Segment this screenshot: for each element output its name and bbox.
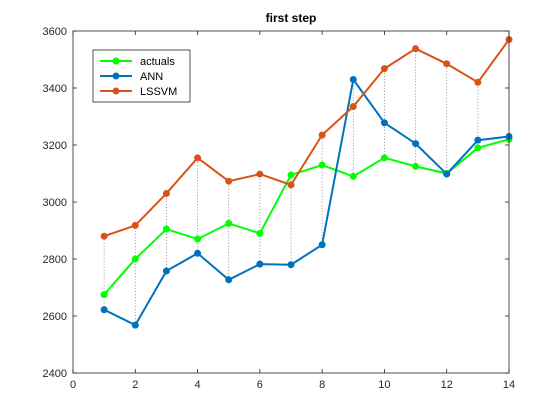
data-point (131, 221, 139, 229)
legend-swatch-marker (112, 57, 120, 65)
data-point (380, 65, 388, 73)
y-tick-label: 3600 (43, 26, 67, 38)
data-point (256, 170, 264, 178)
data-point (380, 119, 388, 127)
data-point (412, 45, 420, 53)
series-layer (100, 36, 513, 329)
legend-label: ANN (140, 71, 163, 83)
x-tick-label: 4 (195, 379, 201, 391)
x-tick-label: 2 (132, 379, 138, 391)
data-point (349, 172, 357, 180)
legend-swatch-marker (112, 72, 120, 80)
data-point (474, 136, 482, 144)
y-tick-label: 2800 (43, 254, 67, 266)
data-point (162, 225, 170, 233)
series-lssvm (100, 36, 513, 240)
data-point (225, 276, 233, 284)
series-ann (100, 75, 513, 329)
x-tick-label: 0 (70, 379, 76, 391)
data-point (100, 306, 108, 314)
data-point (443, 170, 451, 178)
x-tick-label: 10 (378, 379, 390, 391)
series-actuals (100, 135, 513, 299)
legend-item-actuals: actuals (100, 56, 175, 68)
data-point (256, 229, 264, 237)
series-line (103, 39, 510, 238)
data-point (162, 189, 170, 197)
data-point (412, 140, 420, 148)
legend: actuals ANN LSSVM (92, 49, 191, 103)
data-point (131, 255, 139, 263)
data-point (100, 232, 108, 240)
series-line (103, 138, 510, 296)
data-point (256, 260, 264, 268)
data-point (412, 162, 420, 170)
data-point (318, 131, 326, 139)
data-point (380, 154, 388, 162)
x-tick-label: 14 (503, 379, 515, 391)
data-point (287, 171, 295, 179)
data-point (194, 249, 202, 257)
data-point (318, 241, 326, 249)
ticks: 0 2 4 6 8 10 12 14 2400 2600 2800 3000 3200 3400 3600 (43, 26, 516, 391)
data-point (162, 267, 170, 275)
series-line (103, 77, 510, 327)
data-point (194, 154, 202, 162)
legend-item-ann: ANN (100, 71, 163, 83)
y-tick-label: 2400 (43, 368, 67, 380)
data-point (287, 181, 295, 189)
legend-label: actuals (140, 56, 175, 68)
chart-title: first step (266, 11, 317, 25)
data-point (349, 75, 357, 83)
data-point (194, 235, 202, 243)
data-point (225, 177, 233, 185)
x-tick-label: 12 (441, 379, 453, 391)
y-tick-label: 2600 (43, 311, 67, 323)
legend-item-lssvm: LSSVM (100, 86, 177, 98)
data-point (318, 161, 326, 169)
y-tick-label: 3000 (43, 197, 67, 209)
data-point (100, 291, 108, 299)
y-tick-label: 3400 (43, 83, 67, 95)
x-tick-label: 8 (319, 379, 325, 391)
x-tick-label: 6 (257, 379, 263, 391)
y-tick-label: 3200 (43, 140, 67, 152)
data-point (474, 78, 482, 86)
data-point (474, 144, 482, 152)
data-point (225, 219, 233, 227)
data-point (131, 321, 139, 329)
data-point (287, 261, 295, 269)
legend-label: LSSVM (140, 86, 177, 98)
data-point (349, 103, 357, 111)
legend-swatch-marker (112, 87, 120, 95)
data-point (443, 60, 451, 68)
